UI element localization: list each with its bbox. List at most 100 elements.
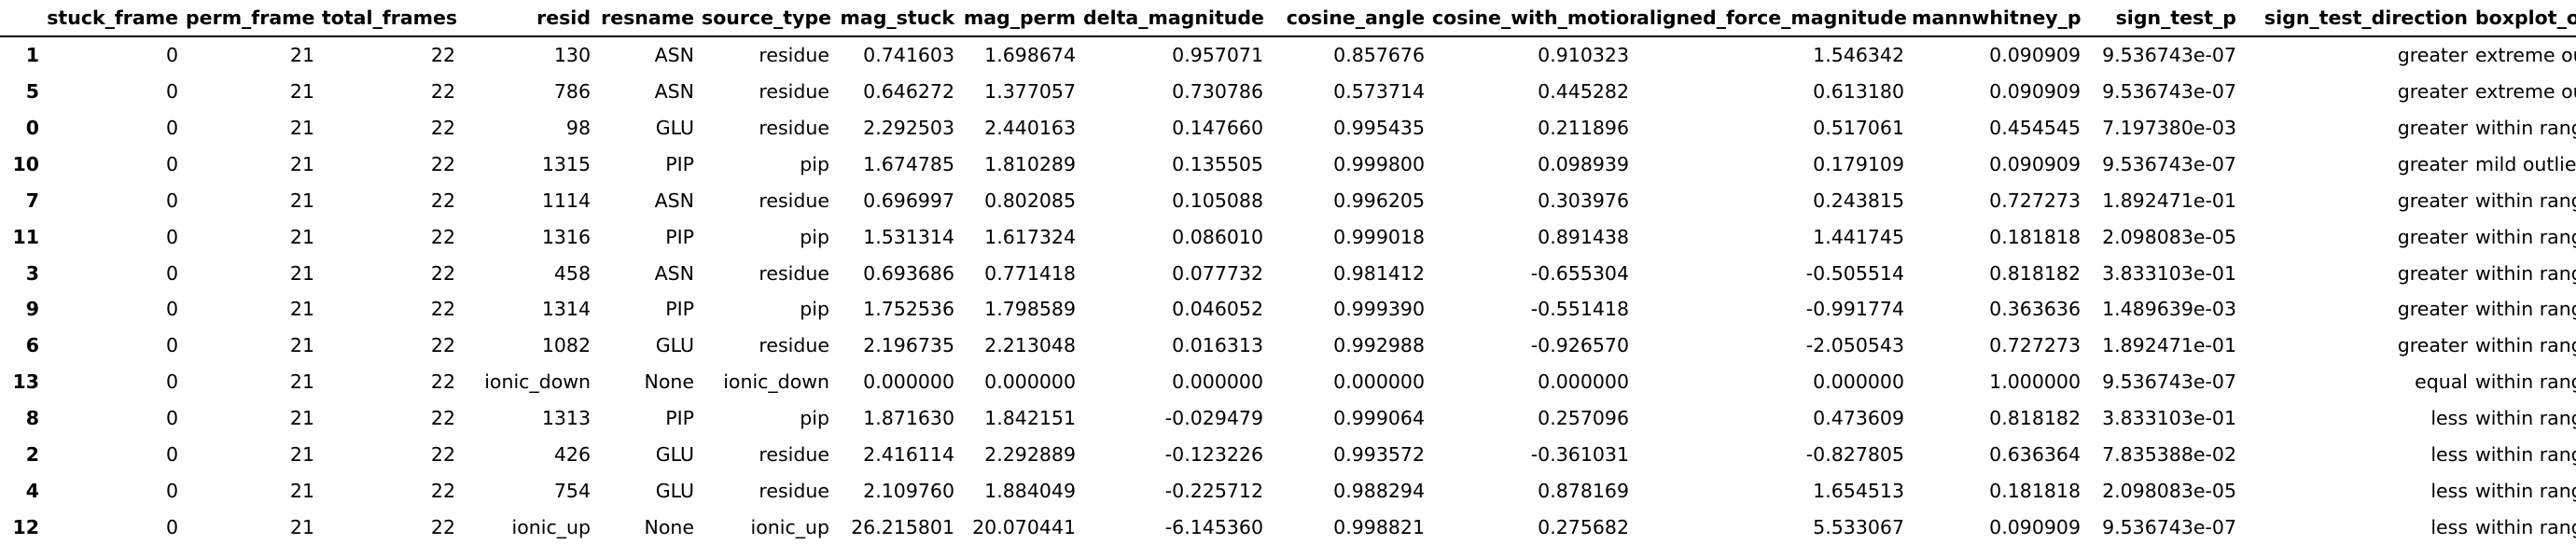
cell-resname: PIP — [665, 407, 694, 430]
cell-source-type: residue — [702, 73, 837, 110]
index-header — [0, 0, 47, 37]
cell-total-frames: 22 — [322, 436, 463, 473]
cell-aligned-force-magnitude: 0.613180 — [1636, 73, 1912, 110]
cell-sign-test-direction: less — [2430, 479, 2468, 502]
cell-sign-test-p: 1.892471e-01 — [2102, 334, 2236, 357]
column-header-sign-test-p: sign_test_p — [2088, 0, 2244, 37]
row-index: 0 — [25, 116, 39, 139]
cell-delta-magnitude: 0.730786 — [1083, 73, 1271, 110]
cell-mannwhitney-p: 0.090909 — [1912, 509, 2088, 545]
cell-resname: None — [598, 509, 702, 545]
column-header-resname: resname — [598, 0, 702, 37]
cell-boxplot-outlier: within range — [2475, 364, 2576, 400]
row-index: 6 — [25, 334, 39, 357]
cell-cosine-with-motion: 0.275682 — [1432, 509, 1636, 545]
cell-aligned-force-magnitude: 0.243815 — [1813, 189, 1904, 212]
cell-stuck-frame: 0 — [165, 116, 178, 139]
cell-mag-perm: 20.070441 — [962, 509, 1083, 545]
cell-perm-frame: 21 — [289, 479, 314, 502]
cell-sign-test-direction: less — [2244, 509, 2475, 545]
cell-aligned-force-magnitude: -0.991774 — [1636, 291, 1912, 328]
cell-delta-magnitude: -6.145360 — [1083, 509, 1271, 545]
cell-resid: 1082 — [541, 334, 591, 357]
cell-perm-frame: 21 — [289, 189, 314, 212]
cell-cosine-angle: 0.999018 — [1271, 218, 1432, 256]
table-row: 2 0 21 22 426 GLU residue 2.416114 2.292889 -0.12… — [0, 436, 2576, 473]
cell-cosine-angle: 0.992988 — [1333, 334, 1425, 357]
cell-stuck-frame: 0 — [47, 73, 186, 110]
cell-total-frames: 22 — [430, 116, 455, 139]
cell-delta-magnitude: 0.135505 — [1083, 146, 1271, 183]
cell-delta-magnitude: 0.077732 — [1172, 261, 1263, 285]
cell-stuck-frame: 0 — [165, 334, 178, 357]
row-index: 8 — [25, 407, 39, 430]
cell-resname: PIP — [598, 218, 702, 256]
cell-resid: 130 — [553, 44, 591, 67]
cell-total-frames: 22 — [322, 509, 463, 545]
cell-aligned-force-magnitude: -0.827805 — [1636, 436, 1912, 473]
cell-source-type: pip — [702, 146, 837, 183]
cell-resid: 426 — [463, 436, 598, 473]
cell-mag-stuck: 2.292503 — [863, 116, 954, 139]
cell-sign-test-direction: greater — [2397, 261, 2468, 285]
cell-total-frames: 22 — [430, 189, 455, 212]
row-index: 5 — [0, 73, 47, 110]
cell-stuck-frame: 0 — [47, 436, 186, 473]
table-row: 8 0 21 22 1313 PIP pip 1.871630 1.842151 -0.02947… — [0, 400, 2576, 437]
column-header-total-frames: total_frames — [322, 0, 463, 37]
cell-stuck-frame: 0 — [165, 44, 178, 67]
cell-mag-perm: 2.440163 — [984, 116, 1076, 139]
cell-mag-stuck: 0.693686 — [863, 261, 954, 285]
cell-cosine-with-motion: -0.926570 — [1530, 334, 1629, 357]
cell-boxplot-outlier: within range — [2475, 479, 2576, 502]
cell-mag-stuck: 1.674785 — [837, 146, 962, 183]
row-index: 10 — [0, 146, 47, 183]
table-row: 6 0 21 22 1082 GLU residue 2.196735 2.213048 0.01… — [0, 328, 2576, 364]
cell-resid: ionic_up — [463, 509, 598, 545]
cell-boxplot-outlier: mild outlier — [2475, 146, 2576, 183]
cell-mag-perm: 2.292889 — [962, 436, 1083, 473]
cell-cosine-with-motion: -0.551418 — [1432, 291, 1636, 328]
cell-aligned-force-magnitude: 0.000000 — [1636, 364, 1912, 400]
row-index: 12 — [0, 509, 47, 545]
cell-resid: 1316 — [463, 218, 598, 256]
table-row: 4 0 21 22 754 GLU residue 2.109760 1.884049 -0.22… — [0, 473, 2576, 510]
cell-mag-stuck: 2.416114 — [837, 436, 962, 473]
cell-cosine-angle: 0.988294 — [1333, 479, 1425, 502]
cell-resid: 1315 — [463, 146, 598, 183]
cell-mag-perm: 1.798589 — [962, 291, 1083, 328]
cell-sign-test-direction: greater — [2244, 291, 2475, 328]
cell-mannwhitney-p: 0.181818 — [1989, 479, 2081, 502]
cell-total-frames: 22 — [322, 73, 463, 110]
cell-sign-test-p: 2.098083e-05 — [2102, 479, 2236, 502]
table-row: 0 0 21 22 98 GLU residue 2.292503 2.440163 0.1476… — [0, 110, 2576, 147]
cell-cosine-angle: 0.573714 — [1271, 73, 1432, 110]
cell-cosine-angle: 0.999064 — [1333, 407, 1425, 430]
cell-mannwhitney-p: 1.000000 — [1912, 364, 2088, 400]
cell-mag-perm: 1.698674 — [984, 44, 1076, 67]
cell-sign-test-p: 9.536743e-07 — [2088, 509, 2244, 545]
cell-cosine-angle: 0.999390 — [1271, 291, 1432, 328]
cell-delta-magnitude: 0.105088 — [1172, 189, 1263, 212]
cell-mag-stuck: 2.196735 — [863, 334, 954, 357]
row-index: 1 — [25, 44, 39, 67]
cell-aligned-force-magnitude: 0.473609 — [1813, 407, 1904, 430]
cell-cosine-angle: 0.993572 — [1271, 436, 1432, 473]
table-row: 11 0 21 22 1316 PIP pip 1.531314 1.617324 0.08601… — [0, 218, 2576, 256]
table-body: 1 0 21 22 130 ASN residue 0.741603 1.698674 0.957… — [0, 36, 2576, 545]
cell-perm-frame: 21 — [186, 218, 322, 256]
cell-resname: PIP — [598, 291, 702, 328]
cell-cosine-angle: 0.000000 — [1271, 364, 1432, 400]
cell-mannwhitney-p: 0.090909 — [1912, 73, 2088, 110]
table-row: 10 0 21 22 1315 PIP pip 1.674785 1.810289 0.13550… — [0, 146, 2576, 183]
cell-cosine-angle: 0.981412 — [1333, 261, 1425, 285]
cell-cosine-angle: 0.995435 — [1333, 116, 1425, 139]
cell-resname: GLU — [655, 334, 694, 357]
cell-mag-stuck: 1.531314 — [837, 218, 962, 256]
cell-stuck-frame: 0 — [47, 218, 186, 256]
cell-resid: 1114 — [541, 189, 591, 212]
cell-resname: ASN — [654, 261, 694, 285]
cell-delta-magnitude: 0.957071 — [1172, 44, 1263, 67]
cell-stuck-frame: 0 — [165, 261, 178, 285]
table-row: 13 0 21 22 ionic_down None ionic_down 0.000000 0… — [0, 364, 2576, 400]
